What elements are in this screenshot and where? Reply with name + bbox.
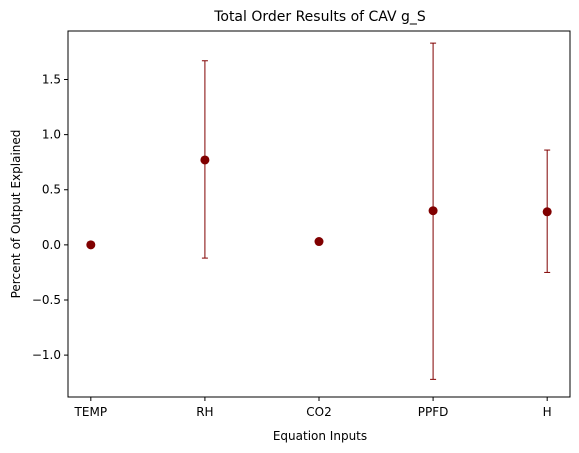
x-tick-label: RH (196, 405, 213, 419)
x-axis-label: Equation Inputs (273, 429, 367, 443)
data-point-temp (86, 240, 96, 250)
x-axis: TEMP RH CO2 PPFD H (74, 397, 552, 419)
x-tick-label: CO2 (306, 405, 331, 419)
y-axis: −1.0 −0.5 0.0 0.5 1.0 1.5 (32, 73, 68, 362)
x-tick-label: TEMP (74, 405, 108, 419)
axes-frame (67, 30, 571, 398)
data-point-co2 (314, 237, 324, 247)
y-tick-label: 0.0 (42, 238, 61, 252)
data-point-rh (200, 155, 210, 165)
y-axis-label: Percent of Output Explained (9, 130, 23, 299)
y-tick-label: −0.5 (32, 293, 61, 307)
data-point-ppfd (428, 206, 438, 216)
x-tick-label: H (543, 405, 552, 419)
plot-area (86, 42, 552, 380)
x-tick-label: PPFD (418, 405, 449, 419)
y-tick-label: −1.0 (32, 348, 61, 362)
y-tick-label: 1.0 (42, 128, 61, 142)
chart-title: Total Order Results of CAV g_S (213, 9, 426, 25)
y-tick-label: 1.5 (42, 73, 61, 87)
y-tick-label: 0.5 (42, 183, 61, 197)
data-point-h (542, 207, 552, 217)
